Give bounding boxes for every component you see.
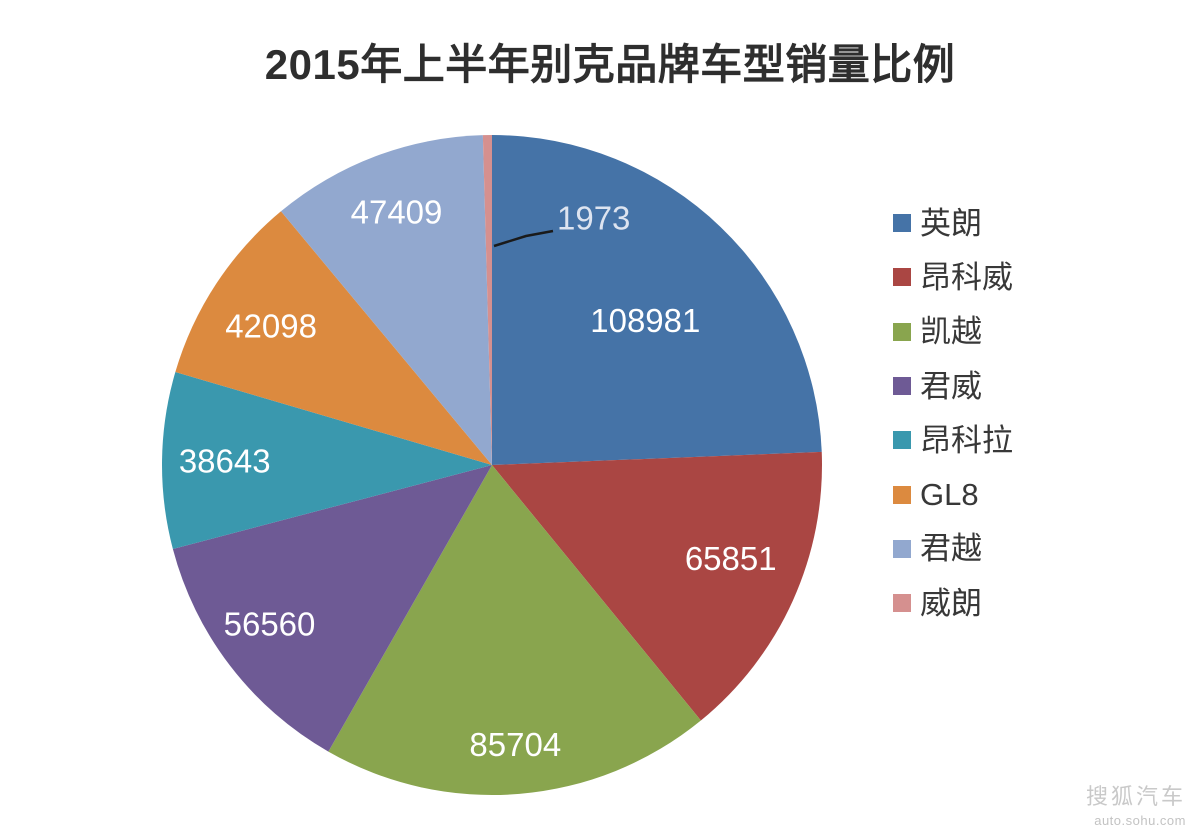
watermark: 搜狐汽车 auto.sohu.com bbox=[1086, 779, 1186, 828]
legend-item-0: 英朗 bbox=[893, 196, 1013, 250]
legend-swatch-2 bbox=[893, 322, 911, 341]
legend-label-2: 凯越 bbox=[920, 314, 982, 350]
slice-label-4: 38643 bbox=[179, 443, 271, 480]
slice-label-3: 56560 bbox=[224, 605, 316, 642]
chart-legend: 英朗昂科威凯越君威昂科拉 GL8 君越威朗 bbox=[893, 196, 1013, 630]
legend-item-4: 昂科拉 bbox=[893, 413, 1013, 467]
legend-label-6: 君越 bbox=[920, 531, 982, 567]
pie-slice-7 bbox=[482, 135, 492, 465]
legend-swatch-0 bbox=[893, 214, 911, 233]
chart-title: 2015年上半年别克品牌车型销量比例 bbox=[264, 41, 956, 88]
slice-label-7: 1973 bbox=[557, 200, 630, 237]
slice-label-6: 47409 bbox=[351, 193, 443, 230]
legend-swatch-3 bbox=[893, 377, 911, 396]
legend-item-5: GL8 bbox=[893, 467, 1013, 521]
legend-swatch-1 bbox=[893, 268, 911, 287]
slice-label-5: 42098 bbox=[225, 307, 317, 344]
slice-label-2: 85704 bbox=[469, 726, 561, 763]
pie-slice-5 bbox=[175, 211, 493, 465]
watermark-url: auto.sohu.com bbox=[1094, 813, 1186, 828]
legend-label-7: 威朗 bbox=[920, 585, 982, 621]
legend-item-7: 威朗 bbox=[893, 576, 1013, 630]
legend-item-3: 君威 bbox=[893, 359, 1013, 413]
legend-label-0: 英朗 bbox=[920, 205, 982, 241]
legend-label-4: 昂科拉 bbox=[920, 422, 1013, 458]
slice-label-1: 65851 bbox=[685, 540, 777, 577]
pie-slice-3 bbox=[172, 465, 492, 752]
watermark-text: 搜狐汽车 bbox=[1085, 784, 1186, 809]
legend-swatch-5 bbox=[893, 485, 911, 504]
legend-label-5: GL8 bbox=[920, 477, 979, 513]
legend-item-6: 君越 bbox=[893, 522, 1013, 576]
legend-item-2: 凯越 bbox=[893, 305, 1013, 359]
legend-swatch-4 bbox=[893, 431, 911, 450]
pie-slice-0 bbox=[492, 135, 822, 465]
pie-slice-1 bbox=[492, 451, 822, 721]
pie-slice-4 bbox=[161, 372, 492, 549]
legend-label-1: 昂科威 bbox=[920, 259, 1013, 295]
legend-swatch-6 bbox=[893, 539, 911, 558]
pie-slice-2 bbox=[328, 465, 701, 796]
legend-item-1: 昂科威 bbox=[893, 250, 1013, 304]
pie-slice-6 bbox=[280, 135, 492, 465]
slice-label-0: 108981 bbox=[590, 302, 700, 339]
legend-swatch-7 bbox=[893, 594, 911, 613]
legend-label-3: 君威 bbox=[920, 368, 982, 404]
leader-line bbox=[493, 229, 554, 248]
